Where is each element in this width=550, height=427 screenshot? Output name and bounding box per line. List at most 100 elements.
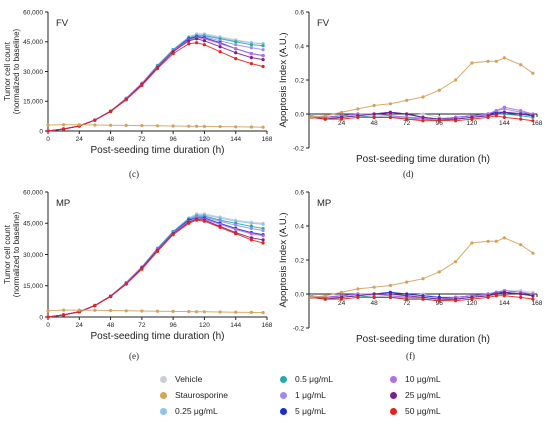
point-50-ug-ml bbox=[470, 297, 474, 301]
y-axis-title-line2: (normalized to baseline) bbox=[12, 28, 21, 114]
series-line-staurosporine bbox=[47, 124, 264, 128]
x-tick-label: 0 bbox=[46, 322, 50, 329]
y-tick-label: 0.6 bbox=[295, 9, 304, 16]
point-staurosporine bbox=[187, 310, 191, 314]
point-10-ug-ml bbox=[494, 109, 498, 113]
series-line-staurosporine bbox=[311, 57, 534, 118]
point-vehicle bbox=[421, 112, 425, 116]
point-25-ug-ml bbox=[218, 45, 222, 49]
panel-tag: FV bbox=[56, 18, 69, 29]
panel-c: 0 15,000 30,000 45,000 60,000 0 24 48 72 96 120 144… bbox=[0, 0, 275, 173]
series-line-50-ug-ml bbox=[311, 115, 533, 122]
y-axis-title-line2: (normalized to baseline) bbox=[12, 211, 21, 297]
point-staurosporine bbox=[323, 114, 327, 118]
point-staurosporine bbox=[187, 124, 191, 128]
x-tick-label: 96 bbox=[170, 136, 178, 143]
point-50-ug-ml bbox=[502, 294, 506, 298]
point-50-ug-ml bbox=[218, 225, 222, 229]
caption-d: (d) bbox=[403, 169, 414, 179]
y-tick-label: -0.2 bbox=[293, 325, 305, 332]
legend-label: 0.5 μg/mL bbox=[295, 374, 333, 384]
point-staurosporine bbox=[124, 309, 128, 313]
point-25-ug-ml bbox=[405, 294, 409, 298]
legend-swatch bbox=[390, 375, 397, 383]
point-staurosporine bbox=[372, 103, 376, 108]
x-tick-label: 48 bbox=[371, 300, 379, 307]
point-staurosporine bbox=[372, 285, 376, 289]
legend-item-1-ug-ml: 1 μg/mL bbox=[280, 390, 326, 400]
point-staurosporine bbox=[249, 125, 253, 129]
point-staurosporine bbox=[202, 310, 206, 314]
x-axis-title: Post-seeding time duration (h) bbox=[91, 145, 225, 156]
y-tick-label: 0.4 bbox=[295, 223, 304, 230]
point-50-ug-ml bbox=[218, 50, 222, 54]
point-staurosporine bbox=[261, 125, 265, 129]
point-50-ug-ml bbox=[249, 238, 253, 242]
point-staurosporine bbox=[356, 107, 360, 111]
point-25-ug-ml bbox=[388, 110, 392, 114]
cell-count-chart-mp: 0 15,000 30,000 45,000 60,000 0 24 48 72 96 120 144… bbox=[3, 189, 273, 342]
point-25-ug-ml bbox=[187, 39, 191, 43]
point-25-ug-ml bbox=[388, 292, 392, 296]
point-staurosporine bbox=[249, 310, 253, 314]
panel-d: -0.2 0.0 0.2 0.4 0.6 24 48 72 96 120 144 168 Post-se… bbox=[275, 0, 550, 173]
point-staurosporine bbox=[261, 311, 265, 315]
y-tick-label: 0.2 bbox=[295, 257, 304, 264]
legend-item-staurosporine: Staurosporine bbox=[160, 390, 228, 400]
point-staurosporine bbox=[140, 309, 144, 313]
point-staurosporine bbox=[486, 59, 490, 63]
x-tick-label: 120 bbox=[466, 120, 477, 127]
caption-f: (f) bbox=[406, 351, 415, 361]
point-50-ug-ml bbox=[405, 297, 409, 301]
point-1-ug-ml bbox=[234, 43, 238, 47]
point-25-ug-ml bbox=[195, 37, 199, 41]
point-50-ug-ml bbox=[187, 221, 191, 225]
point-staurosporine bbox=[218, 310, 222, 314]
point-1-ug-ml bbox=[234, 223, 238, 227]
point-staurosporine bbox=[454, 260, 458, 264]
point-50-ug-ml bbox=[124, 282, 128, 286]
y-tick-label: 15,000 bbox=[23, 99, 43, 106]
legend-swatch bbox=[280, 391, 287, 399]
point-50-ug-ml bbox=[531, 119, 535, 123]
x-axis-title: Post-seeding time duration (h) bbox=[356, 154, 490, 165]
point-staurosporine bbox=[470, 61, 474, 65]
point-staurosporine bbox=[171, 124, 175, 128]
point-staurosporine bbox=[519, 63, 523, 67]
point-50-ug-ml bbox=[195, 218, 199, 222]
point-0-5-ug-ml bbox=[234, 40, 238, 44]
point-1-ug-ml bbox=[249, 226, 253, 231]
cell-count-chart-fv: 0 15,000 30,000 45,000 60,000 0 24 48 72 96 120 144… bbox=[3, 9, 273, 156]
point-staurosporine bbox=[62, 123, 66, 127]
x-axis-title: Post-seeding time duration (h) bbox=[356, 334, 490, 345]
point-10-ug-ml bbox=[218, 42, 222, 46]
point-staurosporine bbox=[234, 125, 238, 129]
legend-item-25-ug-ml: 25 μg/mL bbox=[390, 390, 441, 400]
point-50-ug-ml bbox=[234, 57, 238, 61]
point-25-ug-ml bbox=[531, 114, 535, 118]
point-50-ug-ml bbox=[261, 241, 265, 245]
point-10-ug-ml bbox=[502, 105, 506, 109]
point-staurosporine bbox=[310, 295, 314, 299]
x-tick-label: 48 bbox=[371, 120, 379, 127]
x-tick-label: 144 bbox=[230, 136, 241, 143]
point-50-ug-ml bbox=[171, 233, 175, 237]
legend: Vehicle 0.5 μg/mL 10 μg/mL Staurosporine 1 μ… bbox=[160, 374, 490, 424]
apoptosis-chart-mp: -0.2 0.0 0.2 0.4 0.6 24 48 72 96 120 144 168 Post-se… bbox=[278, 189, 543, 345]
series-line-50-ug-ml bbox=[311, 295, 533, 302]
point-1-ug-ml bbox=[261, 228, 265, 233]
series-line-0-25-ug-ml bbox=[47, 34, 264, 132]
legend-item-10-ug-ml: 10 μg/mL bbox=[390, 374, 441, 384]
point-staurosporine bbox=[202, 124, 206, 128]
panel-tag: MP bbox=[317, 198, 331, 209]
x-tick-label: 168 bbox=[262, 322, 273, 329]
y-axis-title: Apoptosis Index (A.U.) bbox=[278, 212, 289, 307]
point-staurosporine bbox=[454, 78, 458, 82]
point-0-25-ug-ml bbox=[249, 221, 253, 225]
x-tick-label: 72 bbox=[403, 300, 411, 307]
y-tick-label: 0 bbox=[39, 128, 43, 135]
series-line-10-ug-ml bbox=[47, 37, 264, 132]
point-25-ug-ml bbox=[519, 112, 523, 116]
point-staurosporine bbox=[310, 115, 314, 119]
legend-item-5-ug-ml: 5 μg/mL bbox=[280, 406, 326, 416]
